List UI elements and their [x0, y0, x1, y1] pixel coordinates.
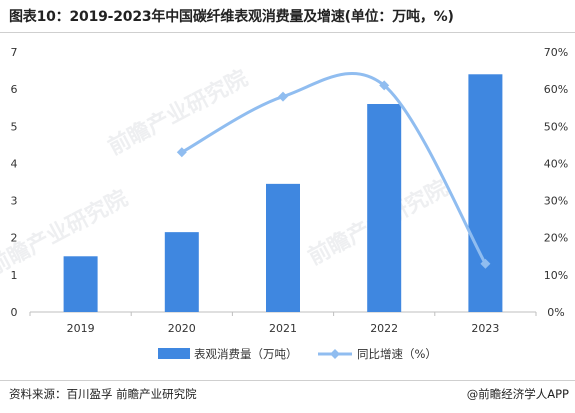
x-tick-label: 2019 [67, 322, 95, 335]
x-tick-label: 2022 [370, 322, 398, 335]
y-left-tick-label: 3 [11, 195, 18, 208]
x-tick-label: 2020 [168, 322, 196, 335]
footer-divider [0, 380, 575, 381]
y-right-tick-label: 10% [544, 269, 568, 282]
y-right-tick-label: 20% [544, 232, 568, 245]
bar [367, 104, 402, 312]
y-left-tick-label: 0 [11, 306, 18, 319]
growth-point [480, 258, 491, 269]
y-left-tick-label: 4 [11, 157, 18, 170]
y-left-tick-label: 1 [11, 269, 18, 282]
title-divider [0, 32, 575, 33]
brand-credit: @前瞻经济学人APP [466, 387, 569, 401]
y-right-tick-label: 60% [544, 83, 568, 96]
y-left-tick-label: 2 [11, 232, 18, 245]
y-right-tick-label: 0% [547, 306, 564, 319]
x-tick-label: 2021 [269, 322, 297, 335]
legend-swatch-bar [158, 348, 190, 359]
y-right-tick-label: 70% [544, 46, 568, 59]
bar [63, 256, 98, 312]
bar [164, 232, 199, 312]
legend-marker-line [330, 349, 340, 359]
legend-label-bar: 表观消费量（万吨） [194, 347, 298, 361]
y-right-tick-label: 40% [544, 157, 568, 170]
y-right-tick-label: 30% [544, 195, 568, 208]
growth-point [379, 80, 390, 91]
y-right-tick-label: 50% [544, 120, 568, 133]
bar [266, 183, 300, 312]
x-tick-label: 2023 [471, 322, 499, 335]
y-left-tick-label: 5 [11, 120, 18, 133]
growth-line [181, 71, 487, 265]
y-left-tick-label: 7 [11, 46, 18, 59]
chart-title: 图表10：2019-2023年中国碳纤维表观消费量及增速(单位：万吨，%) [9, 9, 454, 25]
growth-point [176, 147, 187, 158]
legend-label-line: 同比增速（%） [357, 347, 437, 361]
growth-point [278, 91, 288, 102]
source-note: 资料来源：百川盈孚 前瞻产业研究院 [9, 387, 197, 401]
y-left-tick-label: 6 [11, 83, 18, 96]
bar [468, 74, 503, 313]
